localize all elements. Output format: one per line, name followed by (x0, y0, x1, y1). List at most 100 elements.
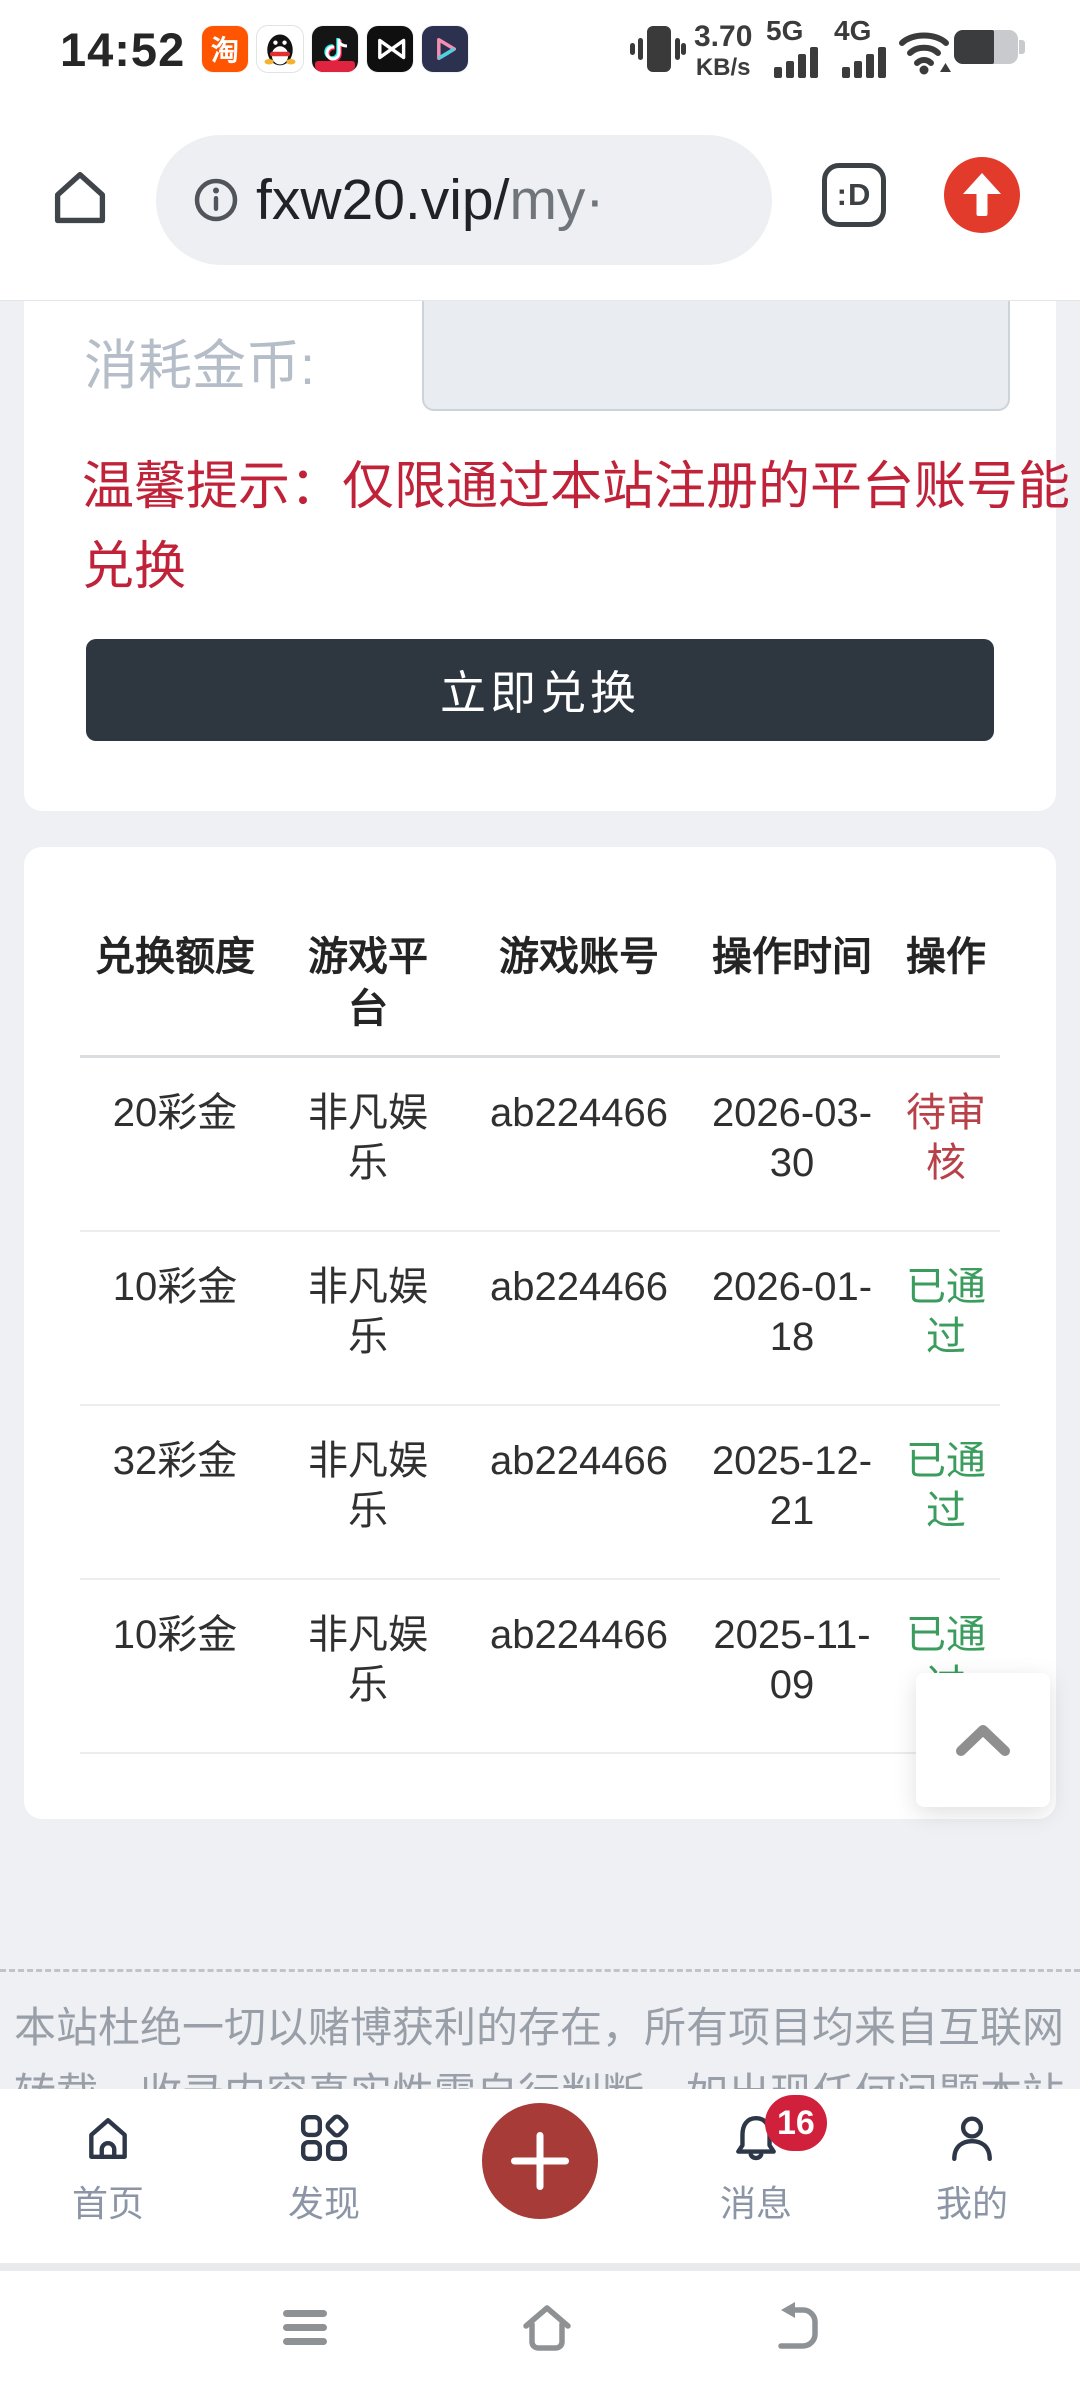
capcut-logo-icon (378, 38, 406, 60)
sim1-signal-bars-icon (774, 46, 828, 78)
exchange-now-button[interactable]: 立即兑换 (86, 639, 994, 741)
nav-label-profile: 我的 (935, 2183, 1008, 2224)
scroll-to-top-button[interactable] (916, 1673, 1050, 1807)
exchange-form-card: 消耗金币: 温馨提示：仅限通过本站注册的平台账号能兑换 立即兑换 (24, 301, 1070, 811)
android-menu-button[interactable] (270, 2293, 340, 2363)
nav-label-messages: 消息 (719, 2183, 792, 2224)
table-row: 10彩金 非凡娱乐 ab224466 2026-01-18 已通过 (80, 1232, 1000, 1406)
row-amount: 20彩金 (112, 1091, 238, 1135)
table-row: 20彩金 非凡娱乐 ab224466 2026-03-30 待审核 (80, 1058, 1000, 1232)
battery-icon (954, 30, 1025, 64)
sim2-network-type: 4G (834, 15, 872, 46)
row-platform: 非凡娱乐 (308, 1439, 428, 1533)
play-triangle-icon (437, 37, 457, 61)
qq-app-icon (257, 26, 303, 72)
tab-switcher-button[interactable]: :D (822, 163, 886, 227)
sim1-signal: 5G (766, 15, 828, 78)
menu-icon (283, 2310, 327, 2345)
plus-icon (511, 2132, 569, 2190)
video-play-app-icon (422, 26, 468, 72)
notification-app-icons: 淘 (202, 26, 468, 72)
row-account: ab224466 (490, 1439, 668, 1483)
header-divider (80, 1055, 1000, 1058)
chevron-up-icon (956, 1725, 1010, 1756)
sim2-signal-bars-icon (842, 46, 896, 78)
sim2-signal: 4G (834, 15, 896, 78)
android-back-button[interactable] (760, 2293, 830, 2363)
messages-badge: 16 (765, 2095, 827, 2151)
coin-cost-label: 消耗金币: (84, 336, 316, 396)
header-account: 游戏账号 (499, 935, 659, 979)
row-account: ab224466 (490, 1265, 668, 1309)
nav-label-home: 首页 (71, 2183, 144, 2224)
browser-home-button[interactable] (48, 165, 112, 229)
status-badge: 已通过 (906, 1265, 986, 1359)
vibrate-icon (630, 24, 686, 81)
row-time: 2026-01-18 (711, 1265, 873, 1359)
coin-cost-input[interactable] (422, 301, 1010, 411)
browser-upload-button[interactable] (944, 157, 1020, 233)
wifi-icon (896, 22, 952, 81)
header-action: 操作 (906, 935, 986, 979)
web-page-content: 消耗金币: 温馨提示：仅限通过本站注册的平台账号能兑换 立即兑换 兑换额度 游戏… (0, 301, 1080, 2392)
discover-grid-icon (299, 2107, 349, 2169)
network-speed: 3.70 KB/s (694, 22, 752, 80)
network-speed-unit: KB/s (695, 54, 751, 81)
douyin-app-icon (312, 26, 358, 72)
exchange-tip-text: 温馨提示：仅限通过本站注册的平台账号能兑换 (82, 458, 1071, 596)
nav-item-home[interactable]: 首页 (28, 2089, 188, 2263)
status-bar: 14:52 淘 (0, 0, 1080, 95)
row-account: ab224466 (490, 1091, 668, 1135)
home-tab-icon (83, 2107, 133, 2169)
android-home-button[interactable] (512, 2293, 582, 2363)
home-icon (54, 171, 106, 224)
android-home-icon (523, 2305, 571, 2351)
back-arrow-icon (778, 2302, 818, 2349)
qq-penguin-icon (264, 34, 296, 66)
network-speed-value: 3.70 (694, 20, 753, 53)
tab-switcher-label: :D (836, 177, 872, 212)
row-amount: 32彩金 (112, 1439, 238, 1483)
browser-toolbar: fxw20.vip/my· :D (0, 95, 1080, 301)
exchange-records-card: 兑换额度 游戏平台 游戏账号 操作时间 操作 20彩金 非凡娱乐 ab22446… (24, 847, 1056, 1819)
row-time: 2025-12-21 (711, 1439, 873, 1533)
url-path-truncated: my· (509, 168, 605, 232)
table-row: 10彩金 非凡娱乐 ab224466 2025-11-09 已通过 (80, 1580, 1000, 1754)
row-account: ab224466 (490, 1613, 668, 1657)
row-platform: 非凡娱乐 (308, 1613, 428, 1707)
nav-label-discover: 发现 (287, 2183, 360, 2224)
person-icon (947, 2107, 997, 2169)
douyin-note-icon (324, 38, 348, 62)
nav-item-discover[interactable]: 发现 (244, 2089, 404, 2263)
header-amount: 兑换额度 (95, 935, 255, 979)
header-time: 操作时间 (712, 935, 872, 979)
taobao-app-icon: 淘 (202, 26, 248, 72)
records-table-header: 兑换额度 游戏平台 游戏账号 操作时间 操作 (80, 847, 1000, 1035)
row-platform: 非凡娱乐 (308, 1265, 428, 1359)
url-host: fxw20.vip/ (256, 168, 510, 232)
clock: 14:52 (60, 23, 186, 76)
header-platform: 游戏平台 (308, 935, 428, 1031)
nav-item-messages[interactable]: 16 消息 (676, 2089, 836, 2263)
nav-item-profile[interactable]: 我的 (892, 2089, 1052, 2263)
url-text: fxw20.vip/my· (256, 167, 604, 233)
sim1-network-type: 5G (766, 15, 804, 46)
taobao-glyph: 淘 (210, 35, 239, 66)
status-badge: 待审核 (906, 1091, 986, 1185)
add-post-button[interactable] (482, 2103, 598, 2219)
address-bar[interactable]: fxw20.vip/my· (156, 135, 772, 265)
capcut-app-icon (367, 26, 413, 72)
page-info-icon[interactable] (192, 176, 240, 224)
douyin-banner (315, 61, 355, 72)
row-time: 2026-03-30 (711, 1091, 873, 1185)
row-amount: 10彩金 (112, 1265, 238, 1309)
row-time: 2025-11-09 (713, 1613, 871, 1707)
footer-dashed-divider (0, 1969, 1080, 1972)
arrow-up-icon (963, 173, 1001, 216)
bottom-navigation: 首页 发现 (0, 2089, 1080, 2263)
row-platform: 非凡娱乐 (308, 1091, 428, 1185)
row-amount: 10彩金 (112, 1613, 238, 1657)
status-badge: 已通过 (906, 1439, 986, 1533)
android-nav-divider (0, 2263, 1080, 2271)
android-navigation-bar (0, 2263, 1080, 2392)
